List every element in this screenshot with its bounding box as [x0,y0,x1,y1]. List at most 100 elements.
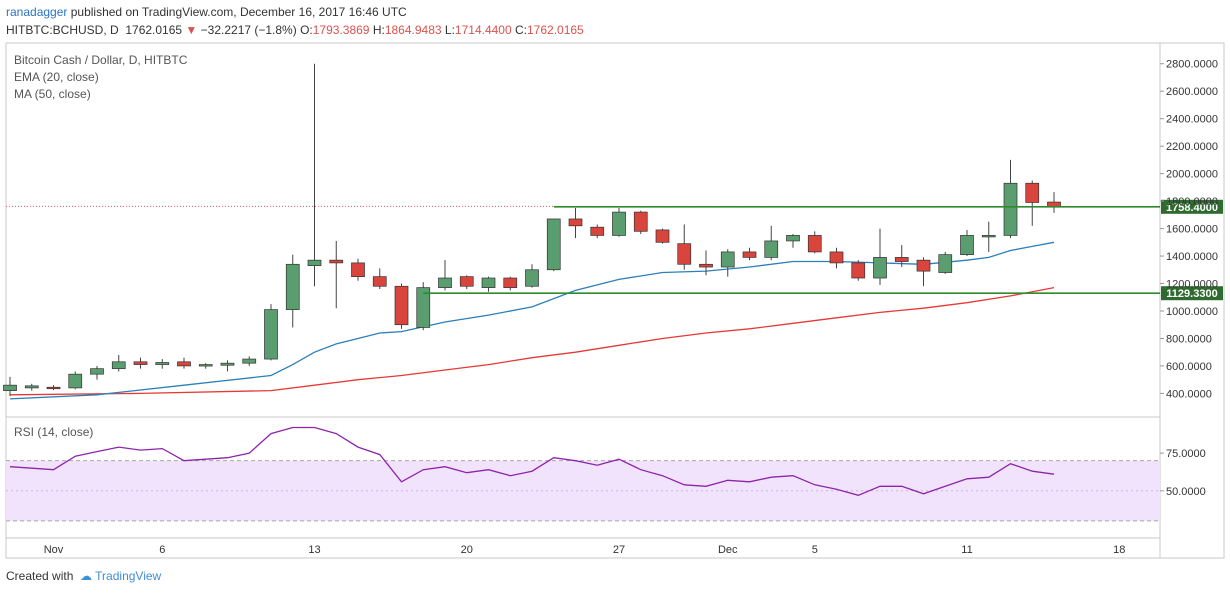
candle-body [133,361,148,365]
rsi-tick-label: 75.0000 [1166,448,1206,460]
candle-body [699,263,713,268]
price-layer [3,63,1160,400]
candle-body [68,373,83,389]
price-tick-label: 1200.0000 [1166,279,1218,291]
change-arrow-icon: ▼ [185,23,198,37]
candle-body [90,368,104,375]
time-tick-label: 13 [308,544,320,556]
price-tick-label: 2200.0000 [1166,141,1218,153]
price-tick-label: 2000.0000 [1166,169,1218,181]
candle-body [916,259,931,272]
candle-body [807,235,822,253]
candle-body [829,251,844,264]
price-chart[interactable]: 1758.4000 1129.3300 400.0000 600.0000 800.00… [0,42,1230,566]
price-change: −32.2217 (−1.8%) [200,23,297,37]
candle-body [329,259,344,264]
candle-body [503,277,518,288]
price-tick-label: 800.0000 [1166,333,1212,345]
high-value: 1864.9483 [384,23,442,37]
publish-line: ranadagger published on TradingView.com,… [6,5,407,19]
rsi-layer [9,426,1055,496]
created-with-text: Created with [6,569,74,583]
low-value: 1714.4400 [454,23,512,37]
candle-body [633,211,648,232]
price-tick-label: 1400.0000 [1166,251,1218,263]
candle-body [307,259,322,267]
candle-body [3,384,17,391]
candle-body [742,251,757,258]
level-price-label: 1758.4000 [1166,202,1218,214]
candle-body [677,243,692,265]
last-price: 1762.0165 [125,23,183,37]
candle-body [764,240,779,258]
footer: Created with ☁ TradingView [6,569,161,583]
time-tick-label: 11 [961,544,972,556]
close-label: C: [515,23,527,37]
candle-body [873,257,887,279]
candle-body [46,386,61,390]
candle-body [938,254,953,273]
high-label: H: [372,23,385,37]
candle-body [264,309,278,360]
candle-body [612,211,626,236]
time-tick-label: Dec [718,544,738,556]
candle-body [372,276,387,287]
candle-body [351,262,365,277]
tradingview-link[interactable]: TradingView [95,569,162,583]
candle-body [1003,182,1018,236]
low-label: L: [444,23,455,37]
author-link[interactable]: ranadagger [6,5,68,19]
candle-body [960,235,974,256]
candle-body [981,235,996,238]
candle-body [459,276,474,287]
candle-body [155,362,170,365]
ema20-line [9,241,1055,400]
candle-body [416,287,431,328]
candle-body [481,277,496,288]
rsi-label[interactable]: RSI (14, close) [14,425,93,439]
ohlc-line: HITBTC:BCHUSD, D 1762.0165 ▼ −32.2217 (−… [6,23,584,37]
candle-body [177,361,191,367]
candle-body [285,263,300,310]
time-tick-label: 18 [1113,544,1125,556]
candle-body [198,364,213,367]
symbol-label: HITBTC:BCHUSD, D [6,23,119,37]
time-tick-label: 6 [159,544,165,556]
candle-body [568,218,583,227]
rsi-tick-label: 50.0000 [1166,486,1206,498]
candle-body [525,269,539,287]
candle-body [851,262,866,279]
tradingview-logo-icon[interactable]: ☁ [80,569,93,583]
rsi-band [6,460,1160,522]
rsi-line [9,426,1055,496]
close-value: 1762.0165 [527,23,584,37]
price-tick-label: 2400.0000 [1166,114,1218,126]
candle-body [655,229,670,243]
candle-body [394,285,409,326]
open-label: O: [300,23,313,37]
candle-body [24,385,39,389]
price-tick-label: 400.0000 [1166,388,1212,400]
candle-body [786,235,800,242]
candle-body [720,251,735,268]
ema-label[interactable]: EMA (20, close) [14,70,99,84]
level-price-tag [1161,199,1223,214]
ma-label[interactable]: MA (50, close) [14,87,91,101]
axis-layer: 1758.4000 1129.3300 400.0000 600.0000 800.00… [44,59,1223,556]
candle-body [894,257,909,262]
price-tick-label: 1600.0000 [1166,224,1218,236]
chart-title: Bitcoin Cash / Dollar, D, HITBTC [14,53,188,67]
time-tick-label: 20 [461,544,473,556]
ma50-line [9,286,1055,396]
candle-body [1025,182,1040,203]
candle-body [590,226,605,236]
chart-header: ranadagger published on TradingView.com,… [0,0,1230,42]
candle-body [1047,201,1061,207]
candle-body [242,358,257,364]
open-value: 1793.3869 [312,23,370,37]
level-price-label: 1129.3300 [1166,288,1217,300]
price-tick-label: 2600.0000 [1166,86,1218,98]
price-tick-label: 1800.0000 [1166,196,1218,208]
candle-body [111,361,126,370]
price-tick-label: 2800.0000 [1166,59,1218,71]
